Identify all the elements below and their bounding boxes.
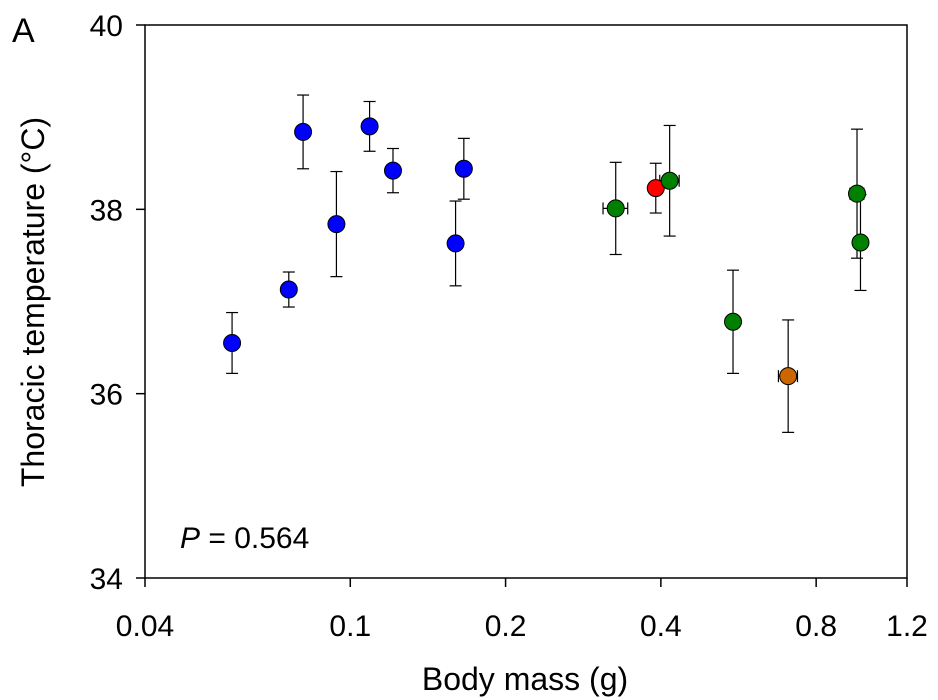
- x-tick-label-2: 0.2: [485, 610, 527, 643]
- data-point-13: [848, 184, 867, 203]
- y-tick-label-3: 40: [90, 10, 123, 43]
- p-value-symbol: P: [180, 522, 200, 555]
- data-point-10: [660, 171, 679, 190]
- y-tick-label-1: 36: [90, 379, 123, 412]
- data-point-1: [279, 280, 298, 299]
- x-tick-label-1: 0.1: [329, 610, 371, 643]
- data-point-2: [294, 122, 313, 141]
- data-point-11: [724, 312, 743, 331]
- x-axis-label: Body mass (g): [422, 661, 628, 697]
- y-axis-label: Thoracic temperature (°C): [15, 117, 51, 487]
- p-value-text: = 0.564: [200, 522, 309, 555]
- data-point-5: [383, 161, 402, 180]
- data-point-14: [851, 233, 870, 252]
- x-tick-label-3: 0.4: [640, 610, 682, 643]
- data-point-7: [454, 159, 473, 178]
- data-point-0: [223, 333, 242, 352]
- y-tick-label-0: 34: [90, 563, 123, 596]
- data-point-4: [360, 117, 379, 136]
- plot-frame: [144, 24, 908, 579]
- y-tick-label-2: 38: [90, 194, 123, 227]
- data-points: [223, 117, 870, 386]
- x-tick-label-5: 1.2: [886, 610, 928, 643]
- error-bars: [226, 94, 867, 433]
- p-value-annotation: P = 0.564: [180, 522, 309, 555]
- data-point-12: [779, 367, 798, 386]
- x-tick-label-4: 0.8: [795, 610, 837, 643]
- data-point-6: [446, 234, 465, 253]
- panel-label: A: [12, 12, 35, 50]
- data-point-3: [327, 215, 346, 234]
- data-point-8: [606, 199, 625, 218]
- axes: 0.04 0.1 0.2 0.4 0.8 1.2 34 36 38 40: [90, 10, 928, 643]
- x-tick-label-0: 0.04: [116, 610, 174, 643]
- data-point-9: [646, 179, 665, 198]
